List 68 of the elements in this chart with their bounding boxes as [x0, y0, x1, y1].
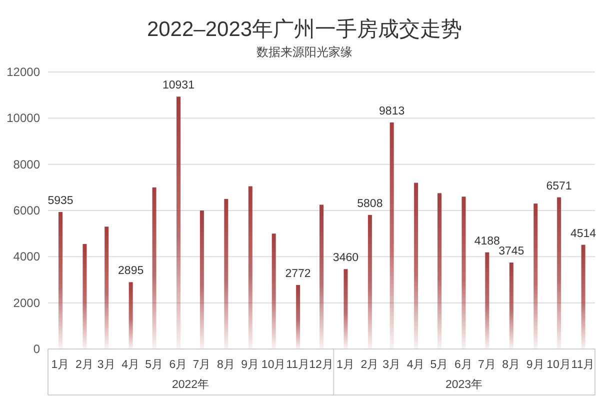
x-tick-label: 11月 — [571, 358, 596, 371]
bar — [557, 197, 562, 349]
x-tick-label: 8月 — [502, 358, 521, 371]
x-tick-label: 7月 — [192, 358, 212, 371]
x-tick-label: 6月 — [169, 358, 188, 371]
x-tick-label: 2月 — [360, 358, 380, 371]
bar — [82, 244, 87, 349]
data-label: 2895 — [118, 265, 144, 278]
y-tick-label: 8000 — [13, 157, 40, 172]
bar — [128, 282, 133, 349]
chart-title: 2022–2023年广州一手房成交走势 — [146, 18, 462, 41]
bar — [368, 214, 372, 349]
bar — [200, 210, 204, 349]
bar — [272, 234, 276, 349]
bar — [104, 226, 109, 349]
bar — [152, 187, 156, 349]
y-tick-label: 2000 — [13, 296, 40, 310]
text: 2023年 — [446, 378, 484, 391]
chart-subtitle: 数据来源阳光家缘 — [256, 45, 352, 59]
x-tick-label: 6月 — [454, 358, 473, 371]
bar — [344, 269, 348, 349]
bar — [176, 96, 180, 349]
data-label: 4188 — [474, 235, 500, 248]
x-tick-label: 8月 — [216, 358, 236, 371]
y-tick-label: 0 — [33, 342, 40, 356]
y-tick-label: 10000 — [6, 111, 40, 126]
x-tick-label: 5月 — [145, 358, 164, 371]
text: 2022年 — [172, 378, 210, 391]
data-label: 4514 — [570, 228, 597, 240]
bar — [296, 285, 300, 349]
bar — [485, 252, 490, 349]
bar — [248, 186, 252, 349]
x-tick-label: 5月 — [430, 358, 449, 371]
y-tick-label: 6000 — [13, 204, 40, 218]
bar — [414, 182, 418, 349]
bar — [320, 204, 324, 349]
data-label: 5808 — [357, 198, 383, 210]
data-label: 10931 — [162, 80, 194, 92]
bar — [462, 196, 466, 349]
x-tick-label: 2月 — [76, 358, 94, 371]
data-label: 3460 — [332, 252, 359, 264]
data-label: 2772 — [285, 268, 311, 280]
y-tick-label: 4000 — [13, 250, 40, 264]
x-tick-label: 3月 — [382, 358, 402, 371]
x-tick-label: 1月 — [51, 358, 70, 371]
bar — [58, 212, 63, 349]
x-tick-label: 12月 — [309, 358, 334, 371]
data-label: 9813 — [379, 105, 405, 118]
bar — [390, 122, 394, 349]
bar — [509, 262, 514, 349]
x-tick-label: 4月 — [122, 358, 140, 371]
bar — [534, 204, 538, 349]
bar — [581, 244, 586, 349]
x-tick-label: 9月 — [526, 358, 545, 371]
y-tick-label: 12000 — [6, 65, 40, 79]
x-tick-label: 1月 — [336, 358, 355, 371]
x-tick-label: 10月 — [261, 358, 286, 371]
data-label: 3745 — [498, 246, 524, 258]
x-tick-label: 4月 — [406, 358, 426, 371]
x-tick-label: 11月 — [286, 358, 310, 371]
x-tick-label: 7月 — [478, 358, 496, 371]
x-tick-label: 10月 — [546, 358, 572, 371]
data-label: 6571 — [546, 180, 572, 192]
bar — [437, 193, 442, 349]
data-label: 5935 — [48, 195, 74, 207]
bar — [224, 198, 228, 349]
x-tick-label: 3月 — [97, 358, 116, 371]
x-tick-label: 9月 — [241, 358, 260, 371]
